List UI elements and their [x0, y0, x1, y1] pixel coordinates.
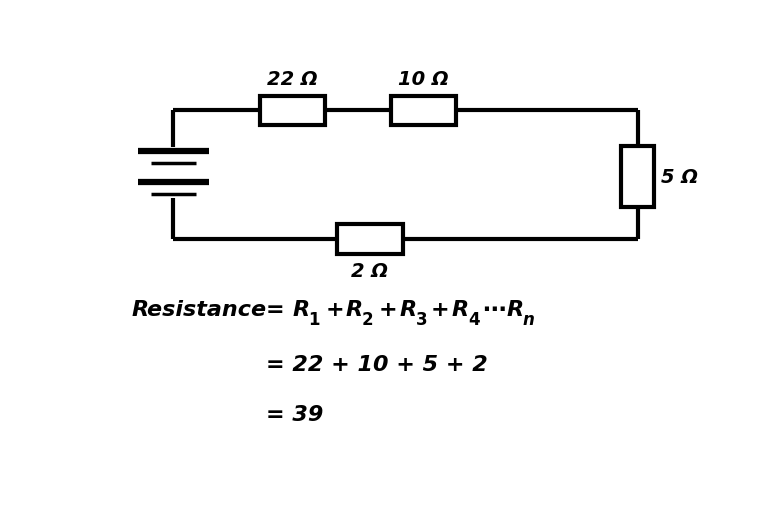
Bar [621, 147, 654, 208]
Text: +: + [325, 299, 344, 320]
Bar [337, 225, 402, 254]
Text: R: R [293, 299, 310, 320]
Text: R: R [452, 299, 469, 320]
Text: 2 Ω: 2 Ω [351, 262, 389, 281]
Text: 2: 2 [362, 310, 374, 328]
Text: 3: 3 [415, 310, 427, 328]
Text: = 39: = 39 [266, 405, 323, 424]
Text: ⋯: ⋯ [482, 297, 505, 322]
Bar [260, 96, 325, 126]
Text: 4: 4 [468, 310, 480, 328]
Text: 22 Ω: 22 Ω [267, 70, 318, 89]
Text: +: + [379, 299, 397, 320]
Text: R: R [346, 299, 363, 320]
Text: n: n [523, 310, 535, 328]
Text: =: = [266, 299, 284, 320]
Text: Resistance: Resistance [132, 299, 266, 320]
Text: R: R [399, 299, 417, 320]
Text: R: R [507, 299, 524, 320]
Bar [391, 96, 456, 126]
Text: +: + [431, 299, 450, 320]
Text: 1: 1 [309, 310, 320, 328]
Text: 10 Ω: 10 Ω [398, 70, 449, 89]
Text: = 22 + 10 + 5 + 2: = 22 + 10 + 5 + 2 [266, 354, 488, 374]
Text: 5 Ω: 5 Ω [661, 168, 698, 187]
